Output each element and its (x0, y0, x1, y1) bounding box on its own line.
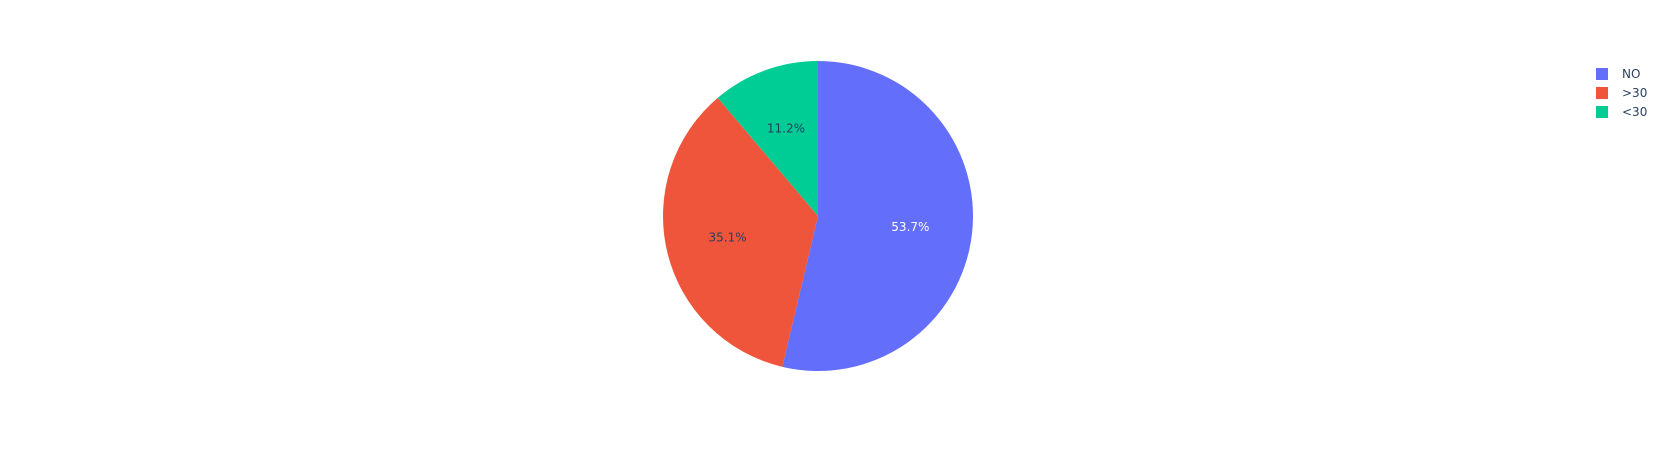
legend-swatch-no (1596, 67, 1608, 80)
pie-slice-no[interactable] (782, 61, 973, 372)
pie-label-lt30: 11.2% (767, 122, 805, 136)
legend-item-lt30[interactable]: <30 (1596, 102, 1647, 121)
legend-swatch-lt30 (1596, 105, 1608, 118)
legend-label-gt30: >30 (1622, 85, 1648, 100)
pie-label-no: 53.7% (891, 220, 929, 234)
legend-label-no: NO (1622, 66, 1641, 81)
pie-slice-lt30[interactable] (717, 61, 818, 216)
pie-label-gt30: 35.1% (709, 231, 747, 245)
legend-item-no[interactable]: NO (1596, 64, 1647, 83)
legend-label-lt30: <30 (1622, 104, 1648, 119)
pie-slice-gt30[interactable] (663, 97, 818, 367)
legend-swatch-gt30 (1596, 86, 1608, 99)
legend: NO >30 <30 (1596, 64, 1647, 121)
legend-item-gt30[interactable]: >30 (1596, 83, 1647, 102)
